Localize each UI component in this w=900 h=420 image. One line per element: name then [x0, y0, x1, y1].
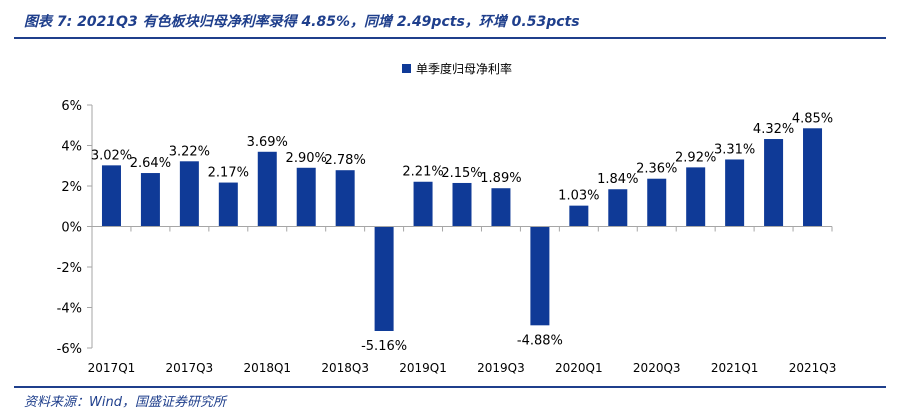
data-label-2020Q2: 1.84% [597, 172, 638, 187]
data-label-2019Q4: -4.88% [517, 333, 563, 348]
bar-2019Q3 [491, 188, 511, 227]
data-label-2017Q1: 3.02% [91, 148, 132, 163]
bar-2020Q2 [608, 189, 628, 227]
chart-title: 图表 7: 2021Q3 有色板块归母净利率录得 4.85%，同增 2.49pc… [24, 14, 580, 30]
data-label-2020Q3: 2.36% [636, 162, 677, 177]
data-label-2020Q1: 1.03% [558, 189, 599, 204]
data-label-2019Q3: 1.89% [480, 171, 521, 186]
y-tick-label: 2% [61, 180, 82, 195]
data-label-2017Q2: 2.64% [130, 156, 171, 171]
data-label-2019Q2: 2.15% [441, 166, 482, 181]
bar-2017Q2 [140, 173, 160, 227]
x-axis: 2017Q1 2017Q3 2018Q1 2018Q3 2019Q1 2019Q3 2020… [88, 226, 837, 375]
legend: 单季度归母净利率 [402, 61, 512, 76]
x-tick-label: 2017Q3 [166, 361, 214, 375]
x-tick-label: 2021Q3 [789, 361, 837, 375]
data-labels: 3.02%2.64%3.22% 2.17% 3.69%2.90%2.78% -5.16… [91, 111, 833, 354]
data-label-2017Q4: 2.17% [208, 166, 249, 181]
y-tick-label: 4% [61, 140, 82, 155]
bar-2017Q4 [218, 182, 238, 227]
bar-2019Q2 [452, 182, 472, 227]
data-label-2018Q2: 2.90% [286, 151, 327, 166]
legend-label: 单季度归母净利率 [416, 61, 512, 76]
data-label-2018Q3: 2.78% [325, 153, 366, 168]
bar-2021Q1 [725, 159, 745, 227]
y-tick-label: -4% [57, 302, 82, 317]
y-tick-label: 6% [61, 99, 82, 114]
x-tick-label: 2019Q3 [477, 361, 525, 375]
y-tick-label: 0% [61, 221, 82, 236]
bar-2017Q3 [179, 161, 199, 227]
bar-2019Q1 [413, 181, 433, 227]
source-divider [14, 386, 886, 388]
bar-2020Q1 [569, 205, 589, 227]
x-tick-label: 2019Q1 [399, 361, 447, 375]
bar-2018Q1 [257, 151, 277, 227]
bar-2019Q4 [530, 226, 550, 326]
bars [101, 128, 823, 331]
data-label-2021Q3: 4.85% [792, 111, 833, 126]
data-label-2021Q1: 3.31% [714, 142, 755, 157]
y-axis: 6% 4% 2% 0% -2% -4% -6% [57, 99, 93, 357]
x-tick-label: 2020Q1 [555, 361, 603, 375]
x-tick-label: 2018Q3 [321, 361, 369, 375]
x-tick-label: 2017Q1 [88, 361, 136, 375]
x-tick-label: 2021Q1 [711, 361, 759, 375]
source-note: 资料来源：Wind，国盛证券研究所 [24, 395, 226, 410]
bar-2020Q3 [647, 178, 667, 227]
data-label-2021Q2: 4.32% [753, 122, 794, 137]
data-label-2018Q4: -5.16% [361, 339, 407, 354]
bar-2017Q1 [101, 165, 121, 227]
title-divider [14, 37, 886, 39]
bar-2021Q2 [764, 139, 784, 227]
bar-2018Q2 [296, 167, 316, 227]
y-tick-label: -6% [57, 342, 82, 357]
x-tick-label: 2020Q3 [633, 361, 681, 375]
bar-2018Q3 [335, 170, 355, 227]
x-tick-label: 2018Q1 [243, 361, 291, 375]
data-label-2017Q3: 3.22% [169, 144, 210, 159]
data-label-2019Q1: 2.21% [402, 165, 443, 180]
data-label-2018Q1: 3.69% [247, 135, 288, 150]
bar-2021Q3 [803, 128, 823, 227]
bar-2018Q4 [374, 226, 394, 331]
legend-swatch [402, 64, 411, 73]
y-tick-label: -2% [57, 261, 82, 276]
data-label-2020Q4: 2.92% [675, 150, 716, 165]
bar-2020Q4 [686, 167, 706, 227]
